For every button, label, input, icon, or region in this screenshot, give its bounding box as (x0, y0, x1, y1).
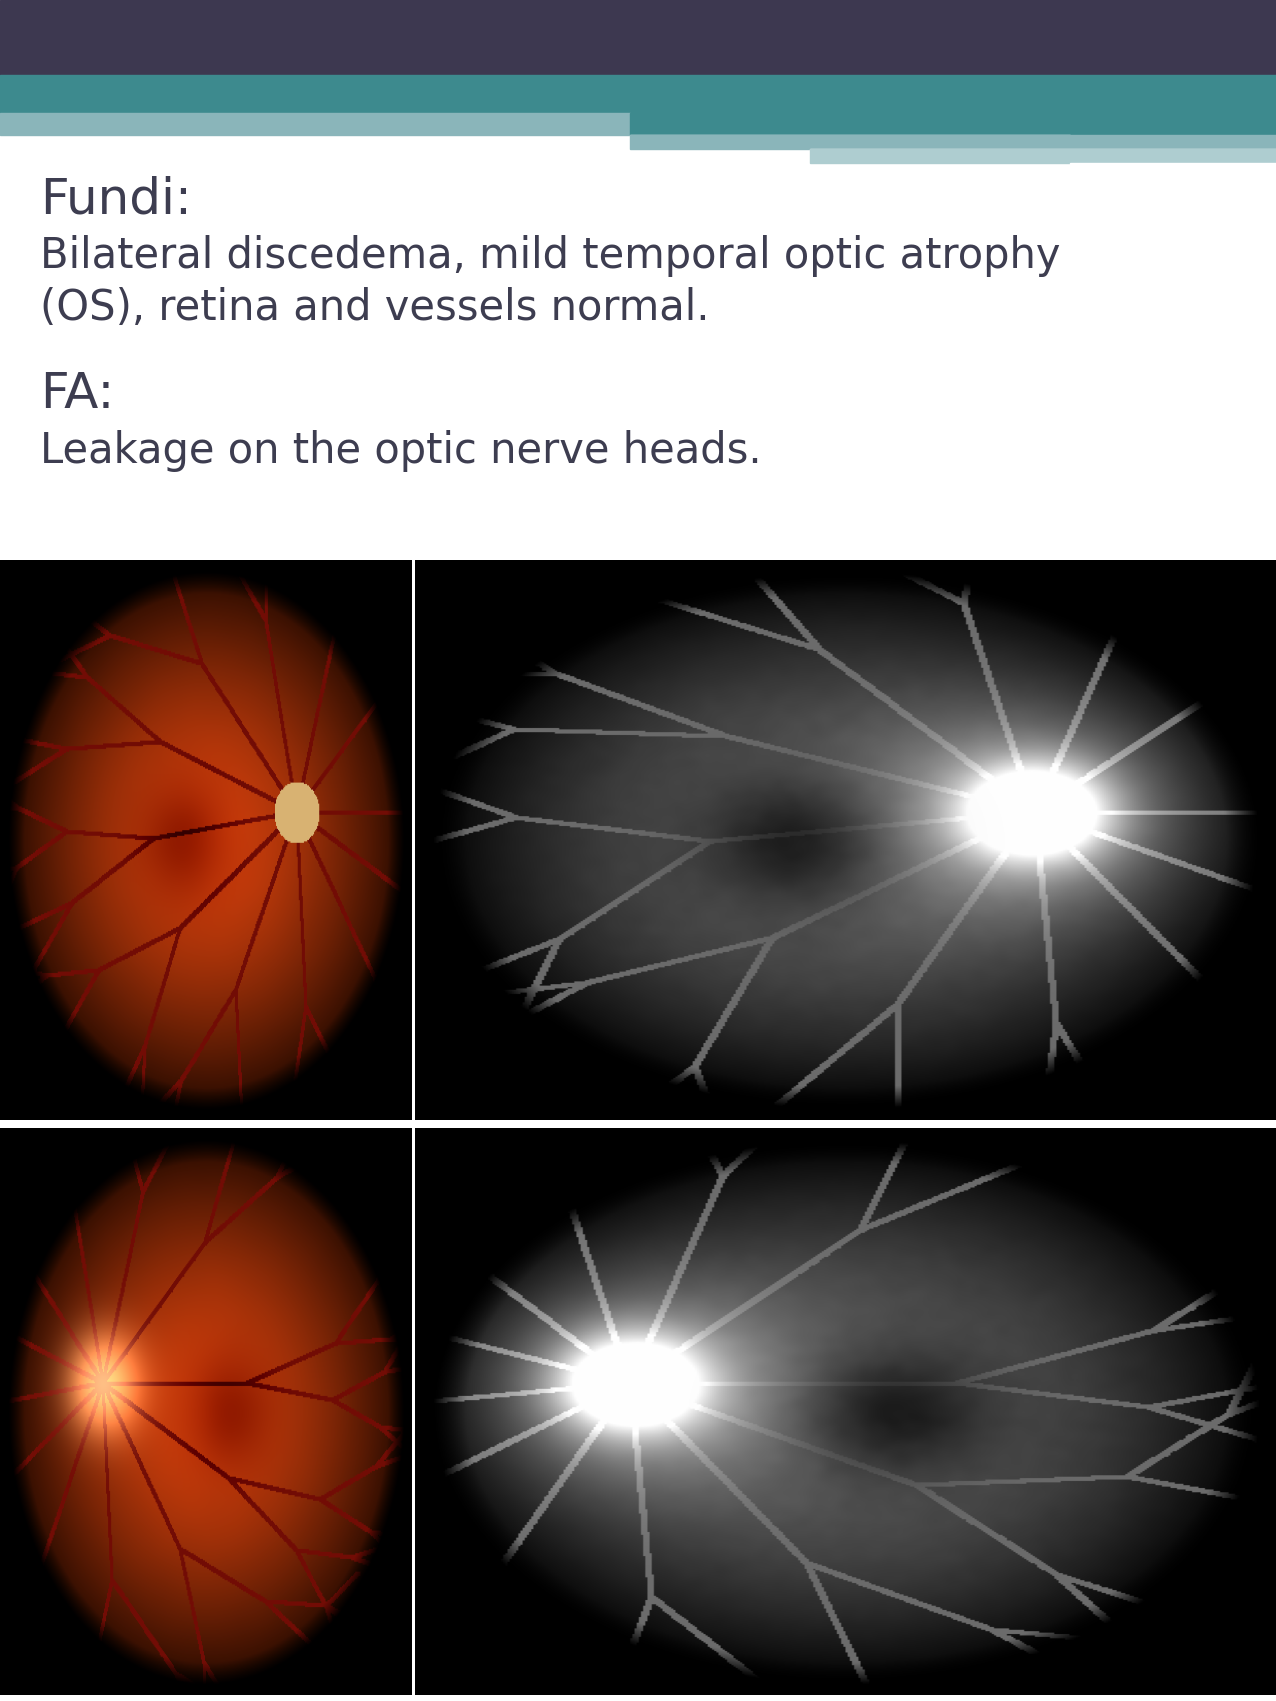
Text: FA:: FA: (40, 371, 115, 418)
Text: Bilateral discedema, mild temporal optic atrophy
(OS), retina and vessels normal: Bilateral discedema, mild temporal optic… (40, 235, 1060, 328)
Bar (810, 150, 1276, 163)
Bar (630, 112, 1276, 134)
Bar (0, 112, 630, 134)
Text: Fundi:: Fundi: (40, 175, 191, 223)
Bar (810, 150, 1276, 163)
Bar (1071, 163, 1276, 174)
Bar (0, 0, 1276, 75)
Bar (0, 75, 1276, 112)
Bar (630, 134, 1071, 150)
Bar (630, 134, 1276, 150)
Text: Leakage on the optic nerve heads.: Leakage on the optic nerve heads. (40, 430, 762, 471)
